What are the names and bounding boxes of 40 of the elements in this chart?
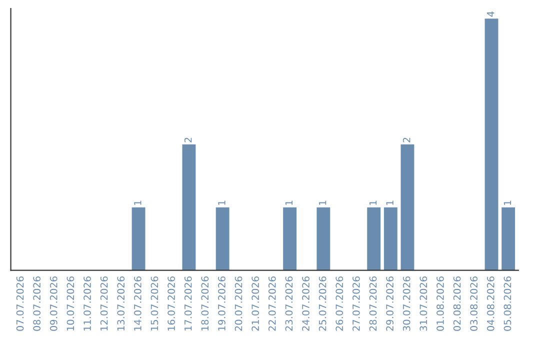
- x-tick-label: 13.07.2026: [117, 276, 125, 330]
- x-tick-label: 01.08.2026: [436, 276, 444, 331]
- x-tick-label: 19.07.2026: [218, 276, 226, 330]
- data-label: 1: [134, 200, 142, 205]
- data-label: 1: [504, 200, 511, 205]
- x-tick-label: 16.07.2026: [168, 276, 175, 330]
- x-tick-label: 14.07.2026: [134, 276, 142, 330]
- x-tick-label: 17.07.2026: [184, 276, 192, 330]
- data-label: 1: [285, 200, 292, 205]
- x-tick-label: 03.08.2026: [470, 276, 478, 331]
- data-label: 1: [319, 200, 326, 205]
- x-tick-label: 25.07.2026: [318, 276, 326, 331]
- x-tick-label: 28.07.2026: [369, 276, 377, 331]
- x-tick-label: 26.07.2026: [336, 276, 344, 331]
- x-tick-label: 18.07.2026: [201, 276, 209, 330]
- data-label: 4: [487, 12, 494, 17]
- x-tick-label: 23.07.2026: [285, 276, 293, 331]
- x-tick-label: 21.07.2026: [252, 276, 260, 331]
- x-tick-label: 10.07.2026: [66, 276, 74, 330]
- x-tick-label: 20.07.2026: [234, 276, 242, 331]
- data-label: 2: [402, 138, 410, 142]
- x-tick-label: 11.07.2026: [84, 276, 91, 330]
- x-tick-label: 12.07.2026: [100, 276, 108, 330]
- x-tick-label: 27.07.2026: [352, 276, 360, 331]
- x-tick-label: 02.08.2026: [453, 276, 461, 331]
- x-tick-label: 05.08.2026: [504, 276, 512, 331]
- x-tick-label: 22.07.2026: [268, 276, 276, 331]
- data-label: 1: [218, 200, 226, 205]
- x-tick-label: 31.07.2026: [420, 276, 428, 331]
- x-tick-label: 30.07.2026: [402, 276, 410, 331]
- x-tick-label: 29.07.2026: [386, 276, 394, 331]
- data-label: 1: [386, 200, 394, 205]
- x-tick-label: 08.07.2026: [33, 276, 41, 331]
- data-label: 1: [369, 200, 377, 205]
- x-tick-label: 04.08.2026: [486, 276, 494, 331]
- data-label: 2: [184, 138, 192, 142]
- x-tick-label: 24.07.2026: [302, 276, 310, 331]
- x-tick-label: 09.07.2026: [50, 276, 58, 331]
- x-tick-label: 15.07.2026: [150, 276, 158, 330]
- x-tick-label: 07.07.2026: [16, 276, 24, 331]
